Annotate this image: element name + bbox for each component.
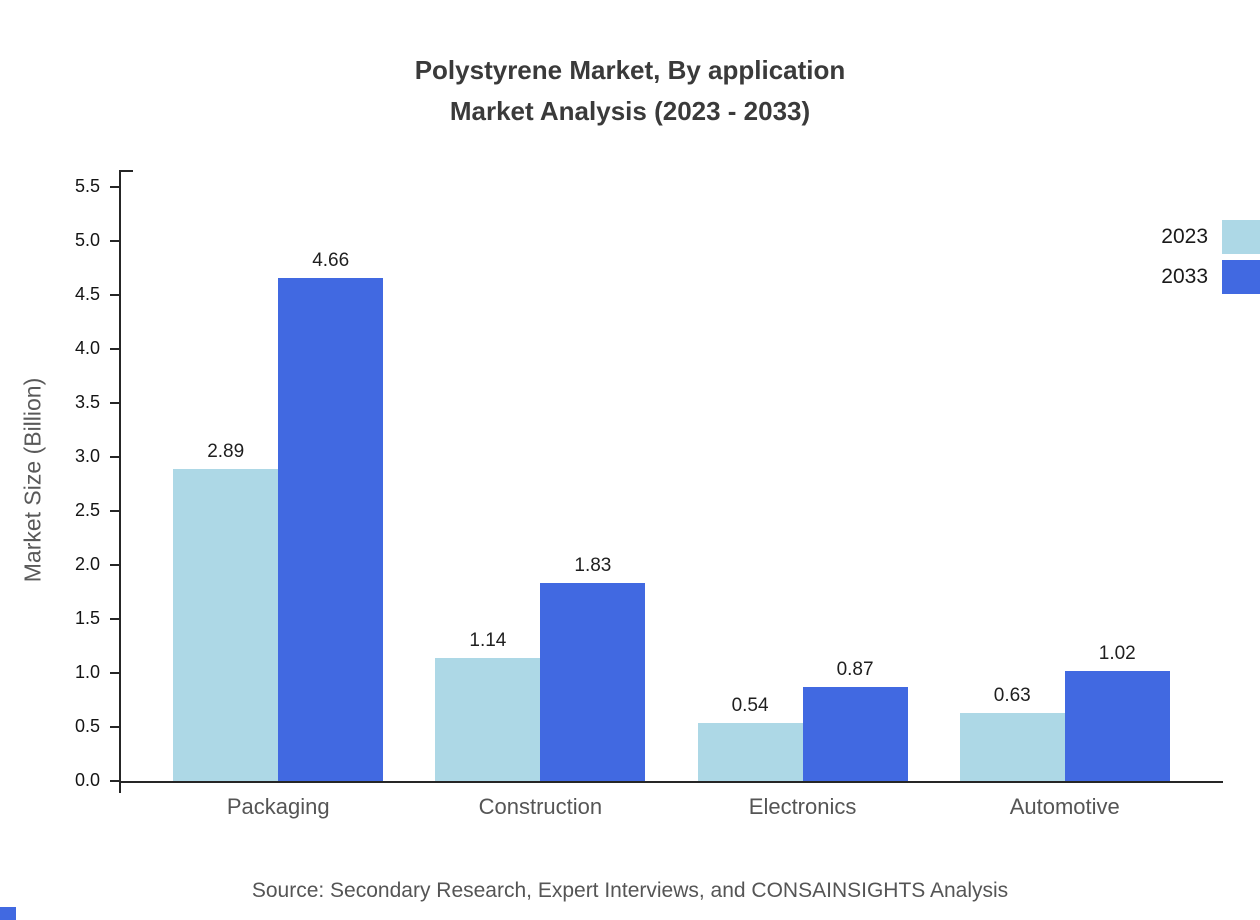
y-tick-label: 0.5	[74, 716, 100, 736]
legend-swatch-2023	[1222, 220, 1260, 254]
y-tick-mark	[110, 240, 120, 242]
y-tick-label: 1.5	[74, 608, 100, 628]
bar-group: 0.63 1.02	[959, 187, 1170, 781]
y-tick-mark	[110, 456, 120, 458]
x-axis-labels: Packaging Construction Electronics Automoti…	[121, 794, 1222, 820]
bar-value-label: 1.14	[469, 629, 507, 651]
legend-swatch-2033	[1222, 260, 1260, 294]
category-label: Electronics	[748, 794, 857, 819]
chart-title-line2: Market Analysis (2023 - 2033)	[449, 96, 811, 126]
y-tick-label: 0.0	[74, 770, 100, 790]
y-tick-label: 5.0	[74, 230, 100, 250]
bar-2023: 0.63	[959, 685, 1065, 781]
bar-group: 1.14 1.83	[435, 187, 646, 781]
y-tick-label: 3.5	[74, 392, 100, 412]
bar-2033: 0.87	[802, 659, 908, 781]
y-tick-mark	[110, 672, 120, 674]
y-tick-label: 2.0	[74, 554, 100, 574]
y-tick-mark	[110, 726, 120, 728]
y-tick-label: 3.0	[74, 446, 100, 466]
bar-value-label: 4.66	[312, 249, 350, 271]
bar-2023: 0.54	[697, 695, 803, 781]
bar-value-label: 1.83	[574, 555, 612, 577]
plot-area: 2.89 4.66 1.14 1.83 0.54 0.87 0.63 1.02	[121, 187, 1222, 781]
bar-value-label: 0.54	[731, 694, 769, 716]
y-tick-label: 1.0	[74, 662, 100, 682]
y-tick-mark	[110, 294, 120, 296]
bar-2033: 1.83	[540, 555, 646, 781]
chart-title-line1: Polystyrene Market, By application	[414, 55, 846, 85]
y-axis-line	[119, 170, 121, 793]
bar-value-label: 0.87	[836, 659, 874, 681]
y-tick-mark	[110, 510, 120, 512]
category-label: Construction	[478, 794, 603, 819]
chart-title: Polystyrene Market, By application Marke…	[0, 50, 1260, 132]
y-axis-cap	[121, 170, 133, 172]
bar-2023: 1.14	[435, 630, 541, 781]
legend: 2023 2033	[1161, 220, 1260, 294]
y-tick-label: 2.5	[74, 500, 100, 520]
y-tick-mark	[110, 564, 120, 566]
y-tick-label: 4.5	[74, 284, 100, 304]
legend-item: 2023	[1161, 220, 1260, 254]
bar-value-label: 2.89	[207, 440, 245, 462]
legend-label: 2033	[1161, 265, 1208, 288]
y-axis-title: Market Size (Billion)	[19, 377, 46, 583]
bar-2033: 1.02	[1064, 643, 1170, 781]
bar-2033: 4.66	[278, 250, 384, 781]
y-tick-mark	[110, 780, 120, 782]
y-tick-mark	[110, 402, 120, 404]
category-label: Packaging	[226, 794, 330, 819]
y-tick-label: 5.5	[74, 176, 100, 196]
y-tick-mark	[110, 618, 120, 620]
y-tick-mark	[110, 348, 120, 350]
source-note: Source: Secondary Research, Expert Inter…	[251, 879, 1009, 902]
x-axis-line	[119, 781, 1223, 783]
corner-watermark	[0, 907, 16, 920]
bar-group: 0.54 0.87	[697, 187, 908, 781]
legend-label: 2023	[1161, 225, 1208, 248]
bar-group: 2.89 4.66	[173, 187, 384, 781]
legend-item: 2033	[1161, 260, 1260, 294]
category-label: Automotive	[1009, 794, 1120, 819]
bar-value-label: 1.02	[1098, 642, 1136, 664]
y-tick-label: 4.0	[74, 338, 100, 358]
bar-2023: 2.89	[173, 441, 279, 781]
y-tick-mark	[110, 186, 120, 188]
bar-value-label: 0.63	[993, 684, 1031, 706]
